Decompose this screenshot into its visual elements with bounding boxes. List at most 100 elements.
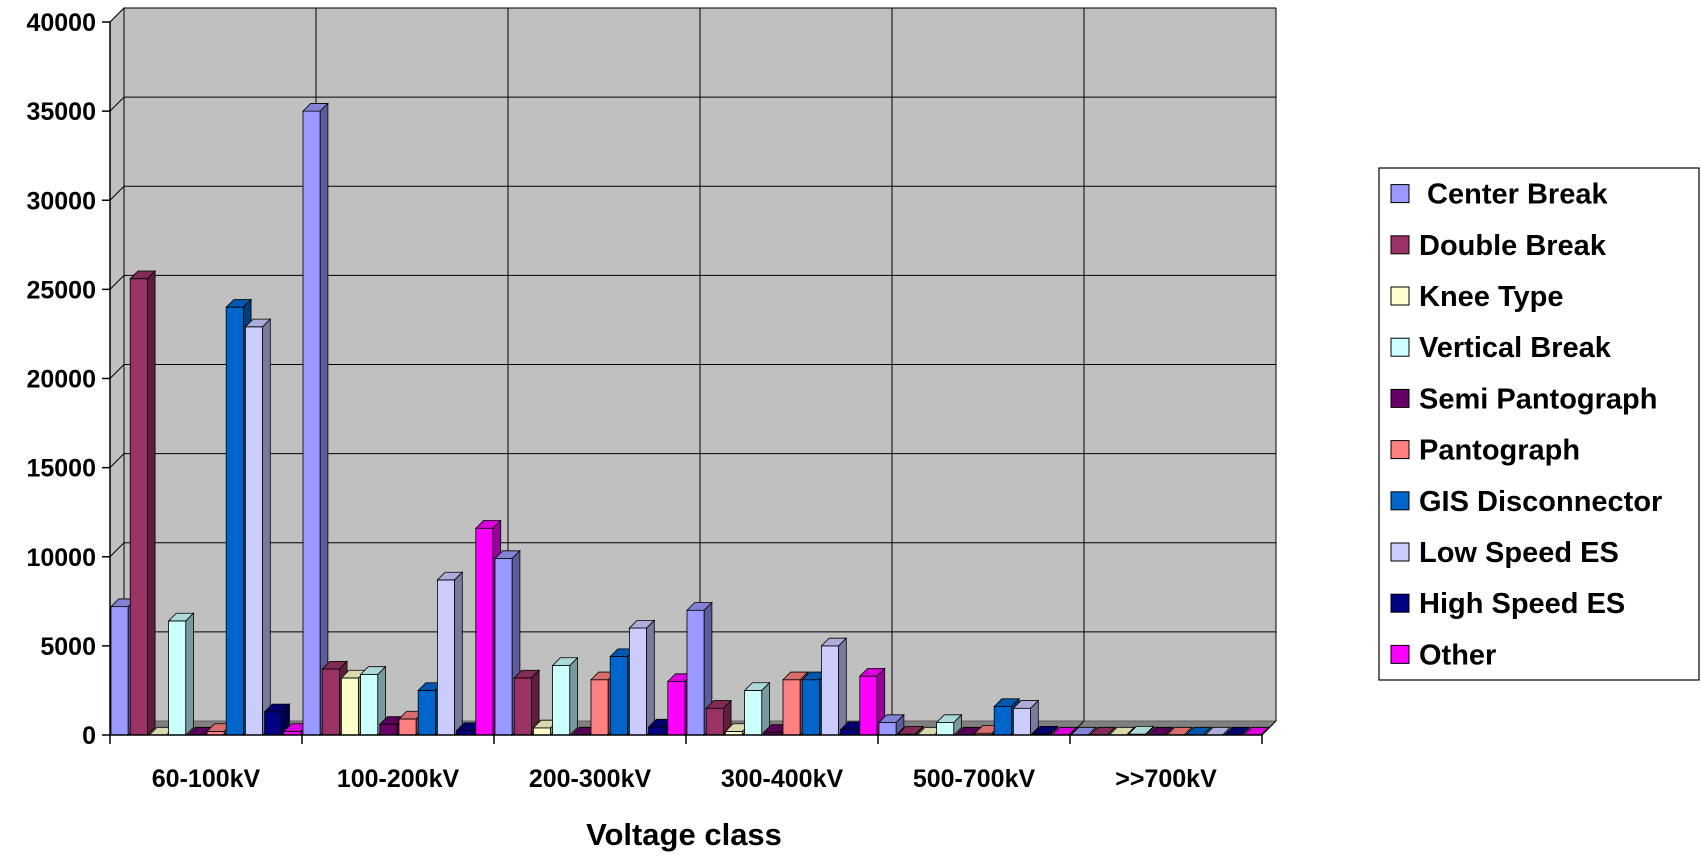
bar-front (244, 326, 263, 736)
legend-label: GIS Disconnector (1419, 486, 1662, 518)
legend-label: High Speed ES (1419, 588, 1625, 620)
legend-item: Other (1390, 639, 1496, 671)
bar-side (319, 102, 329, 736)
bar-front (360, 673, 379, 736)
legend-label: Double Break (1419, 230, 1607, 262)
bar-side (1087, 727, 1097, 736)
legend-swatch (1390, 593, 1410, 613)
bar-front (398, 718, 417, 736)
bar-front (225, 306, 244, 736)
bar-front (993, 706, 1012, 736)
bar-front (801, 679, 820, 736)
bar (244, 318, 272, 736)
bar-front (705, 707, 724, 736)
bar-front (302, 110, 321, 736)
legend-swatch (1390, 542, 1410, 562)
bar-side (185, 612, 194, 736)
bar-front (436, 579, 455, 736)
legend-item: GIS Disconnector (1390, 486, 1662, 518)
bar (743, 681, 771, 736)
bar (1012, 699, 1040, 736)
legend-swatch (1390, 235, 1410, 255)
x-axis-title: Voltage class (586, 817, 782, 852)
bar-front (417, 690, 436, 736)
y-tick-label: 10000 (26, 544, 96, 572)
bar-side (1030, 699, 1039, 736)
y-tick-label: 35000 (26, 98, 96, 126)
y-tick-label: 15000 (26, 455, 96, 483)
legend-swatch (1390, 440, 1410, 460)
bar-front (667, 681, 686, 736)
bar (302, 102, 329, 736)
bar (820, 637, 848, 736)
bar-front (340, 677, 359, 736)
bar (1108, 726, 1136, 736)
bar (628, 619, 656, 736)
bar (167, 612, 195, 736)
legend-item: Center Break (1390, 179, 1608, 211)
bar-front (859, 675, 878, 736)
bar-side (1164, 727, 1173, 736)
bar-side (1241, 727, 1250, 736)
bar-side (761, 681, 770, 736)
bar-front (110, 606, 129, 736)
bar-front (1013, 707, 1032, 736)
bar-front (821, 645, 840, 736)
bar (263, 703, 291, 736)
legend-label: Knee Type (1419, 281, 1564, 313)
bar-side (1260, 727, 1269, 736)
bar (551, 656, 579, 736)
bar-front (782, 679, 801, 736)
bar-front (168, 620, 187, 736)
legend-label: Center Break (1419, 179, 1608, 211)
bar-front (513, 677, 532, 736)
bar-side (569, 656, 578, 736)
legend-label: Vertical Break (1419, 332, 1612, 364)
legend-item: Knee Type (1390, 281, 1564, 313)
y-tick-label: 20000 (26, 366, 96, 394)
bar-side (1222, 727, 1231, 736)
legend-item: Double Break (1390, 230, 1607, 262)
legend-item: Semi Pantograph (1390, 383, 1658, 415)
x-tick-label: 300-400kV (721, 765, 844, 793)
legend-swatch (1390, 644, 1410, 664)
x-tick-label: 200-300kV (529, 765, 652, 793)
bar (513, 669, 541, 736)
bar (1050, 726, 1078, 736)
bar (878, 713, 905, 736)
bar-side (454, 571, 463, 736)
bar-front (840, 729, 859, 736)
y-tick-labels: 0 5000 10000 15000 20000 25000 30000 35000 40000 (26, 9, 96, 750)
bar-side (262, 318, 271, 736)
bar-side (1107, 727, 1116, 736)
bar-side (1183, 727, 1193, 736)
bar-side (1203, 727, 1212, 736)
bar-side (953, 713, 962, 736)
bar-front (129, 278, 148, 736)
legend-label: Pantograph (1419, 435, 1580, 467)
axes (102, 21, 1263, 744)
x-tick-label: >>700kV (1115, 765, 1217, 793)
bar-front (629, 627, 648, 736)
bar-front (533, 727, 552, 736)
bar (436, 571, 464, 736)
bar-front (475, 527, 494, 736)
legend: Center Break Double Break Knee Type Vertica… (1378, 167, 1700, 681)
y-tick-label: 30000 (26, 187, 96, 215)
bar (359, 665, 387, 736)
legend-item: Low Speed ES (1390, 537, 1619, 569)
y-tick-label: 25000 (26, 276, 96, 304)
bar (1070, 726, 1097, 736)
floor-divider (1069, 720, 1085, 736)
y-tick-label: 5000 (40, 633, 96, 661)
legend-label: Low Speed ES (1419, 537, 1619, 569)
bar (897, 725, 925, 736)
legend-item: Pantograph (1390, 435, 1580, 467)
bar (686, 601, 713, 736)
bar-front (744, 690, 763, 736)
legend-box (1378, 167, 1700, 681)
bar-front (321, 668, 340, 736)
bar (129, 270, 157, 736)
bar-side (146, 270, 156, 736)
